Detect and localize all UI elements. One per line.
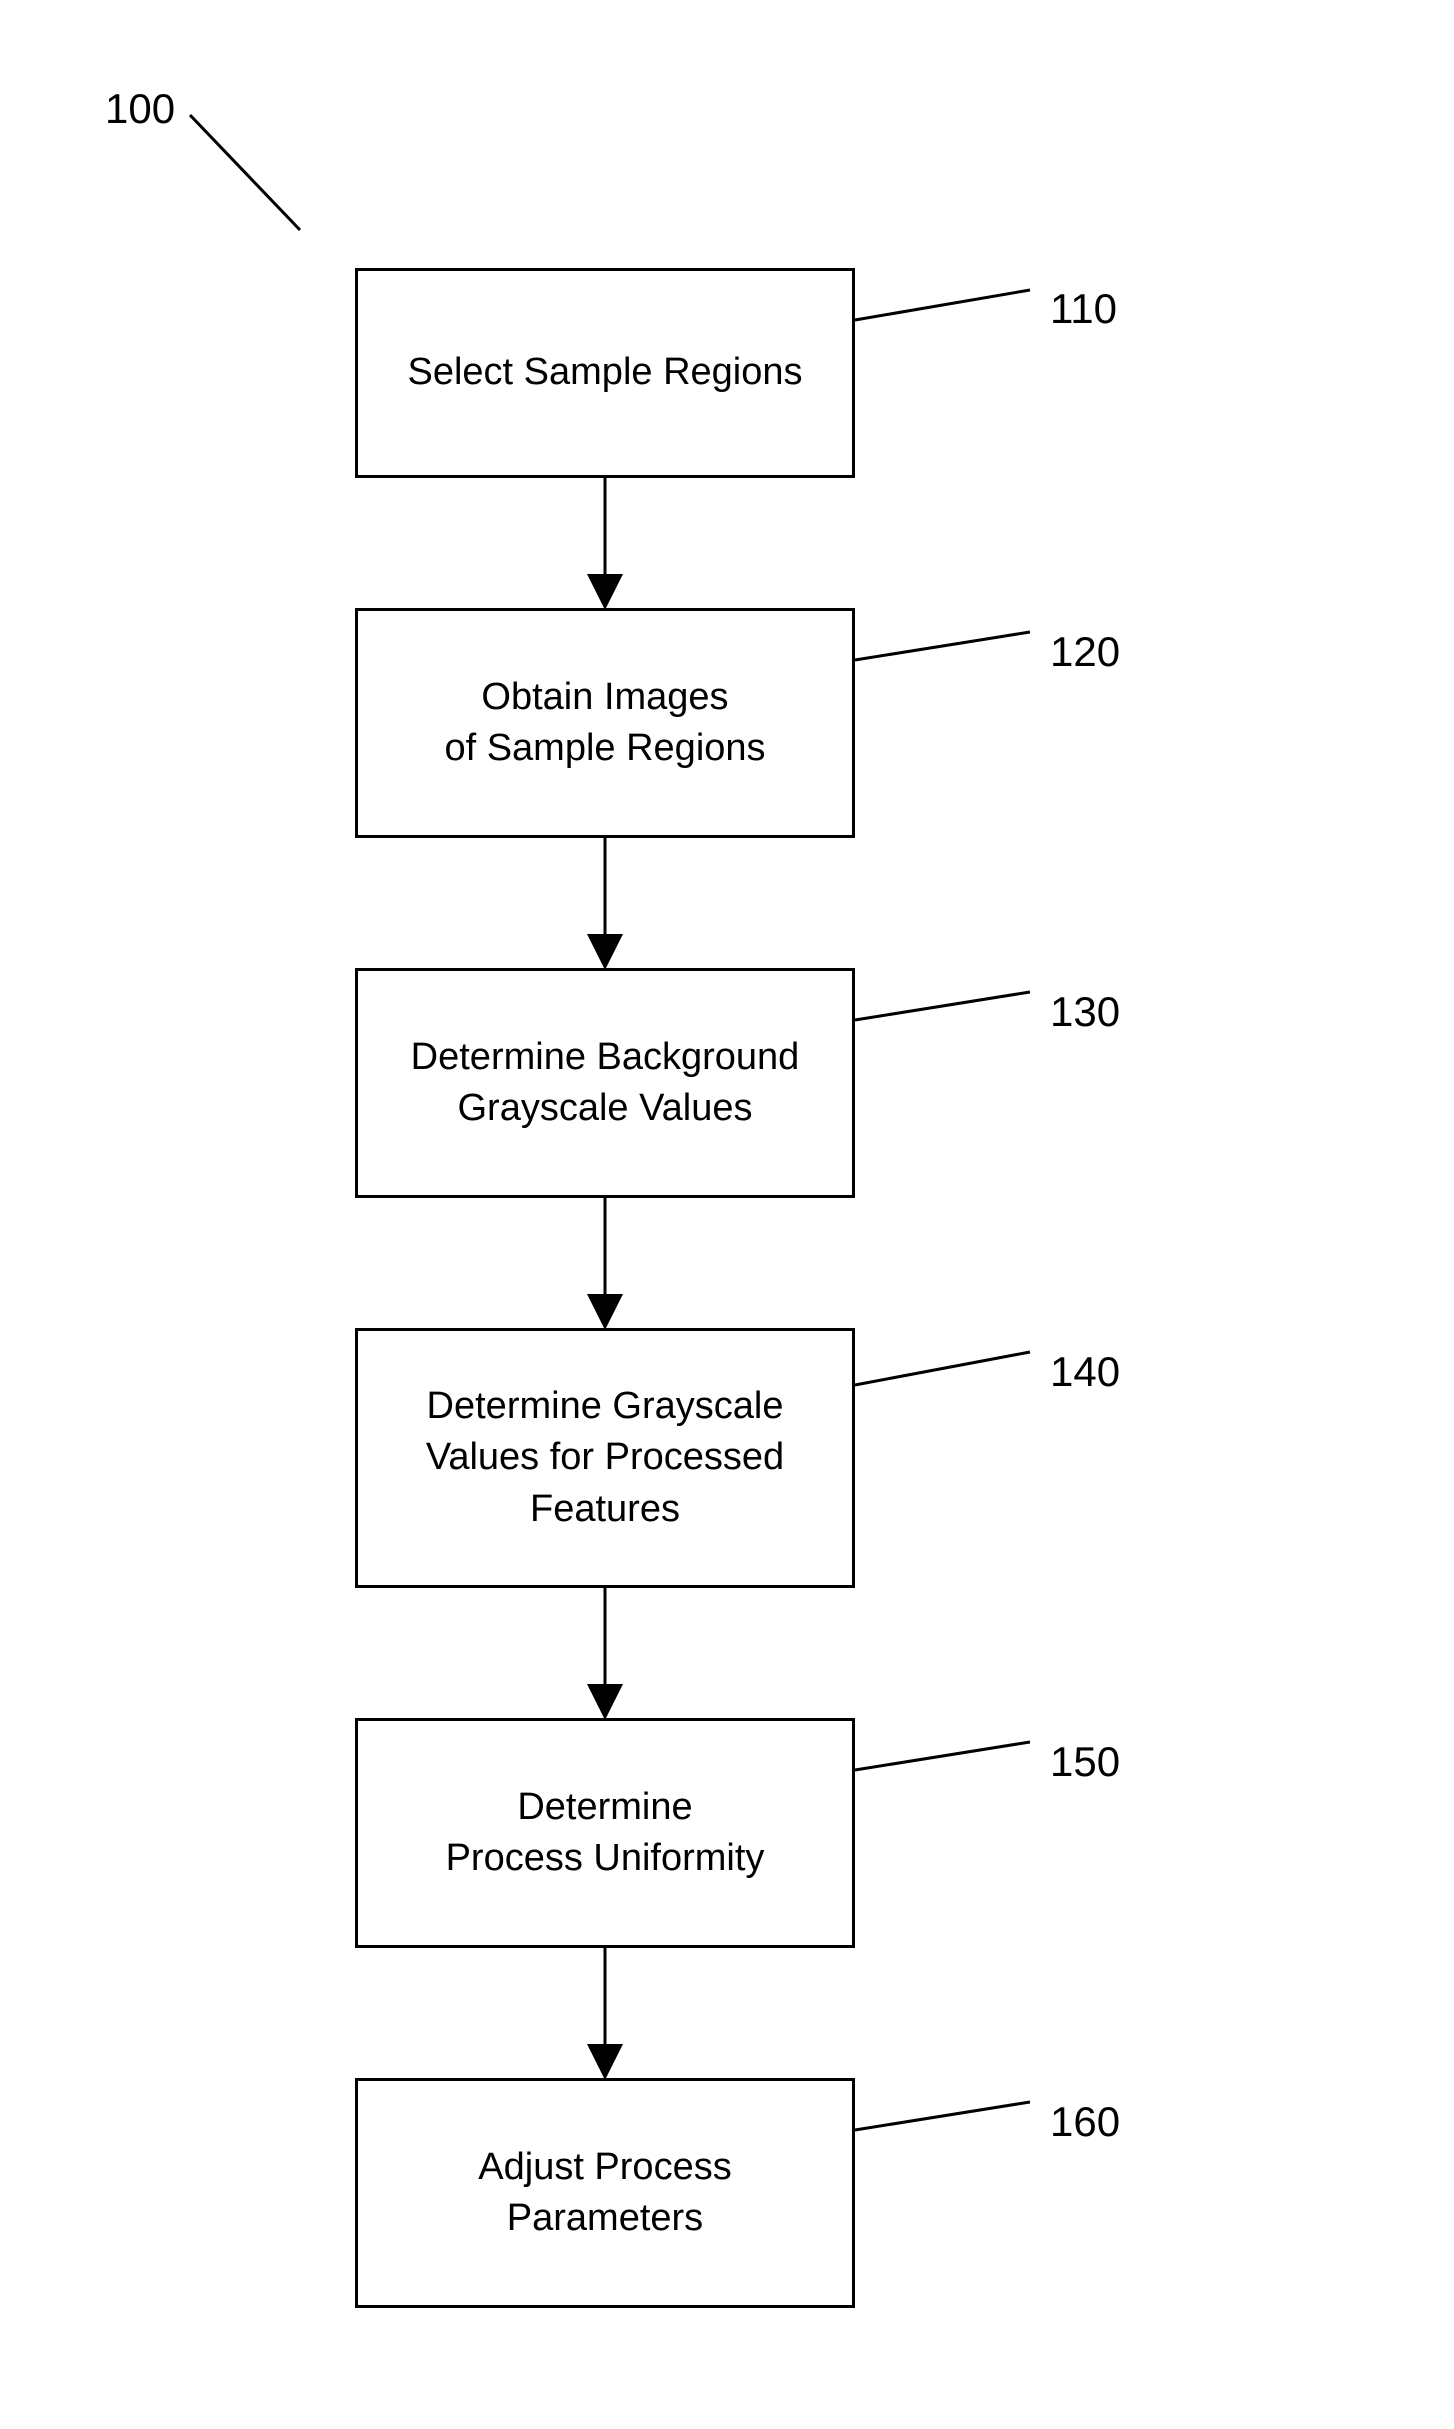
flowchart-node-120: Obtain Imagesof Sample Regions xyxy=(355,608,855,838)
flowchart-node-text: Determine BackgroundGrayscale Values xyxy=(411,1032,800,1135)
flowchart-node-text: Determine GrayscaleValues for ProcessedF… xyxy=(426,1381,784,1535)
flowchart-ref-label-110: 110 xyxy=(1050,285,1117,333)
flowchart-node-text: Select Sample Regions xyxy=(408,347,803,398)
flowchart-node-130: Determine BackgroundGrayscale Values xyxy=(355,968,855,1198)
flowchart-container: 100 Select Sample Regions 110 Obtain Image… xyxy=(0,0,1454,2429)
diagram-reference-label: 100 xyxy=(105,85,175,133)
flowchart-ref-label-140: 140 xyxy=(1050,1348,1120,1396)
flowchart-node-150: DetermineProcess Uniformity xyxy=(355,1718,855,1948)
flowchart-node-160: Adjust ProcessParameters xyxy=(355,2078,855,2308)
flowchart-ref-label-120: 120 xyxy=(1050,628,1120,676)
flowchart-ref-label-150: 150 xyxy=(1050,1738,1120,1786)
flowchart-node-140: Determine GrayscaleValues for ProcessedF… xyxy=(355,1328,855,1588)
flowchart-ref-label-160: 160 xyxy=(1050,2098,1120,2146)
flowchart-node-text: Adjust ProcessParameters xyxy=(478,2142,731,2245)
flowchart-node-text: Obtain Imagesof Sample Regions xyxy=(444,672,765,775)
flowchart-node-110: Select Sample Regions xyxy=(355,268,855,478)
flowchart-node-text: DetermineProcess Uniformity xyxy=(446,1782,765,1885)
flowchart-ref-label-130: 130 xyxy=(1050,988,1120,1036)
